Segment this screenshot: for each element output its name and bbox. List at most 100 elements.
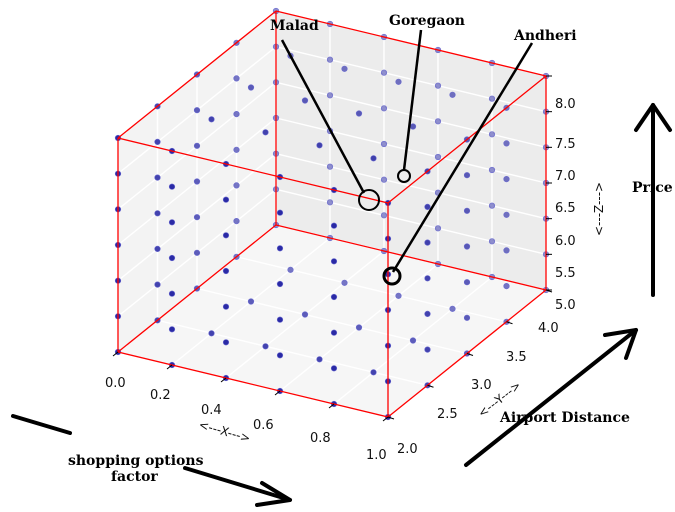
z-tick-label: 7.0 [555, 169, 576, 184]
z-tick-labels: 5.0 5.5 6.0 6.5 7.0 7.5 8.0 [555, 97, 576, 313]
data-point [409, 123, 417, 130]
data-point [301, 311, 309, 318]
data-point [193, 214, 201, 221]
data-point [154, 245, 161, 252]
x-tick-mark [274, 390, 281, 396]
shopping-arrow [11, 414, 292, 507]
grid-line [275, 45, 547, 113]
tick-marks [112, 75, 553, 422]
data-point [503, 176, 510, 183]
data-point [488, 95, 496, 102]
z-tick-label: 7.5 [555, 137, 576, 152]
data-point [463, 172, 471, 179]
data-point [326, 56, 334, 63]
cube-edge [117, 10, 277, 139]
data-point [370, 155, 377, 162]
x-tick-mark [328, 403, 335, 409]
data-point [262, 343, 269, 350]
data-point [488, 166, 496, 174]
data-point [463, 279, 471, 286]
data-point [154, 281, 161, 288]
y-tick-labels: 2.0 2.5 3.0 3.5 4.0 [397, 321, 559, 457]
grid-line [236, 256, 507, 323]
x-tick-label: 0.4 [201, 403, 222, 418]
shopping-options-label-line2: factor [111, 469, 158, 485]
data-point [424, 346, 431, 353]
data-point [395, 292, 402, 299]
data-point [463, 243, 471, 250]
x-tick-label: 0.2 [150, 388, 171, 403]
z-tick-label: 6.5 [555, 201, 576, 216]
data-point [168, 183, 176, 190]
data-point [276, 316, 284, 323]
data-point [434, 225, 442, 232]
data-point [424, 239, 431, 246]
data-point [370, 369, 377, 376]
data-point [488, 202, 496, 209]
data-point [193, 249, 201, 256]
malad-label: Malad [270, 18, 319, 34]
y-tick-mark [387, 416, 395, 420]
y-tick-mark [466, 353, 474, 356]
cube-edge [387, 75, 547, 204]
data-point [424, 275, 431, 282]
data-point [355, 324, 363, 331]
data-point [463, 314, 471, 321]
x-tick-mark [112, 351, 119, 357]
data-point [330, 329, 338, 336]
data-point [355, 110, 363, 117]
y-tick-label: 3.0 [471, 378, 492, 393]
data-point [316, 142, 323, 149]
data-point [262, 129, 269, 136]
data-point [193, 107, 201, 114]
z-tick-label: 8.0 [555, 97, 576, 112]
data-point [168, 254, 176, 262]
data-point [222, 339, 230, 346]
data-point [434, 153, 442, 161]
data-point [287, 266, 294, 273]
data-point [330, 293, 338, 301]
data-point [208, 330, 215, 337]
y-tick-label: 2.5 [437, 407, 458, 422]
data-point [247, 84, 255, 91]
data-point [503, 140, 510, 147]
x-axis-label: <---X---> [197, 417, 252, 445]
cube-edge [275, 10, 547, 77]
data-point [168, 326, 176, 333]
data-point [208, 116, 215, 123]
goregaon-label: Goregaon [389, 13, 465, 29]
data-point [330, 365, 338, 372]
data-point [409, 337, 417, 344]
data-point [395, 78, 402, 85]
data-point [233, 218, 240, 225]
x-tick-mark [166, 364, 173, 370]
data-point [463, 207, 471, 214]
y-tick-mark [427, 384, 434, 388]
data-point [341, 279, 348, 286]
data-point [449, 91, 456, 98]
data-point [233, 182, 240, 189]
goregaon-marker-circle [397, 169, 411, 183]
data-point [233, 146, 240, 153]
x-tick-label: 0.8 [310, 431, 331, 446]
andheri-marker-circle [382, 266, 402, 286]
andheri-pointer [391, 42, 534, 273]
data-point [434, 118, 442, 125]
data-point [276, 209, 284, 216]
data-point [168, 290, 176, 297]
grid-line [275, 117, 547, 184]
data-point [488, 131, 496, 138]
data-point [276, 245, 284, 252]
data-point [222, 196, 230, 203]
data-point [424, 310, 431, 318]
y-tick-label: 3.5 [506, 350, 527, 365]
cube-edge [117, 224, 277, 353]
x-tick-label: 0.0 [105, 376, 126, 391]
data-point [380, 140, 388, 148]
grid-line [275, 152, 547, 220]
direction-arrows [11, 103, 672, 507]
data-point [154, 174, 161, 181]
data-point [341, 65, 348, 72]
price-arrow [634, 103, 672, 297]
